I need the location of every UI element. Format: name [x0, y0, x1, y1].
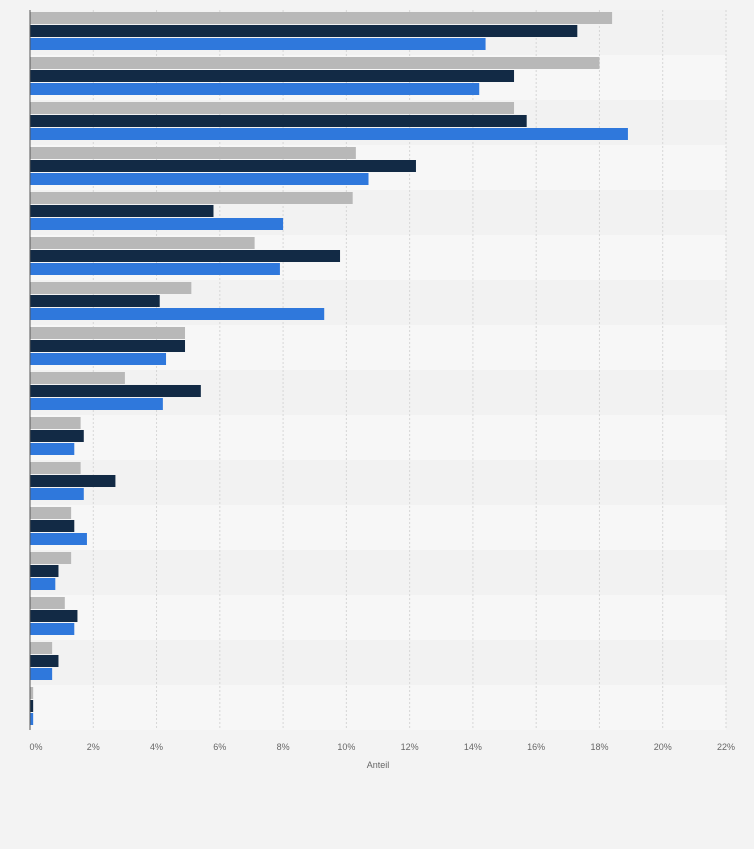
x-tick-label: 4% — [150, 742, 163, 752]
bar[interactable] — [30, 372, 125, 384]
bar[interactable] — [30, 385, 201, 397]
bar[interactable] — [30, 57, 600, 69]
bar[interactable] — [30, 353, 167, 365]
bar[interactable] — [30, 398, 163, 410]
bar[interactable] — [30, 38, 486, 50]
bar[interactable] — [30, 308, 325, 320]
bar[interactable] — [30, 462, 81, 474]
x-tick-label: 12% — [401, 742, 419, 752]
x-tick-label: 20% — [654, 742, 672, 752]
bar[interactable] — [30, 417, 81, 429]
bar[interactable] — [30, 237, 255, 249]
bar[interactable] — [30, 687, 34, 699]
bar[interactable] — [30, 552, 72, 564]
bar[interactable] — [30, 655, 59, 667]
bar[interactable] — [30, 565, 59, 577]
x-tick-label: 14% — [464, 742, 482, 752]
bar[interactable] — [30, 12, 613, 24]
bar[interactable] — [30, 192, 353, 204]
x-tick-label: 2% — [87, 742, 100, 752]
bar[interactable] — [30, 250, 341, 262]
bar[interactable] — [30, 475, 116, 487]
bar[interactable] — [30, 700, 34, 712]
bar[interactable] — [30, 327, 186, 339]
bar[interactable] — [30, 340, 186, 352]
bar[interactable] — [30, 102, 515, 114]
bar[interactable] — [30, 173, 369, 185]
bar-series — [30, 12, 628, 725]
x-tick-label: 22% — [717, 742, 735, 752]
bar[interactable] — [30, 218, 284, 230]
x-axis-title: Anteil — [367, 760, 390, 770]
bar[interactable] — [30, 205, 214, 217]
bar[interactable] — [30, 610, 78, 622]
x-tick-label: 6% — [213, 742, 226, 752]
x-tick-label: 18% — [590, 742, 608, 752]
bar[interactable] — [30, 488, 84, 500]
row-band — [30, 640, 726, 685]
row-band — [30, 460, 726, 505]
bar[interactable] — [30, 263, 280, 275]
x-tick-label: 0% — [29, 742, 42, 752]
x-tick-label: 10% — [337, 742, 355, 752]
bar[interactable] — [30, 295, 160, 307]
bar[interactable] — [30, 533, 87, 545]
bar[interactable] — [30, 430, 84, 442]
bar[interactable] — [30, 25, 578, 37]
x-tick-label: 16% — [527, 742, 545, 752]
bar[interactable] — [30, 443, 75, 455]
bar[interactable] — [30, 520, 75, 532]
bar[interactable] — [30, 578, 56, 590]
x-tick-labels: 0% 2% 4% 6% 8% 10% 12% 14% 16% 18% 20% 22% — [29, 742, 735, 752]
bar[interactable] — [30, 282, 192, 294]
bar[interactable] — [30, 597, 65, 609]
bar[interactable] — [30, 160, 416, 172]
bar[interactable] — [30, 70, 515, 82]
bar[interactable] — [30, 623, 75, 635]
bar[interactable] — [30, 83, 480, 95]
bar[interactable] — [30, 642, 53, 654]
bar[interactable] — [30, 115, 527, 127]
row-band — [30, 550, 726, 595]
bar[interactable] — [30, 507, 72, 519]
bar[interactable] — [30, 668, 53, 680]
bar[interactable] — [30, 713, 34, 725]
bar[interactable] — [30, 147, 356, 159]
bar[interactable] — [30, 128, 628, 140]
x-tick-label: 8% — [277, 742, 290, 752]
